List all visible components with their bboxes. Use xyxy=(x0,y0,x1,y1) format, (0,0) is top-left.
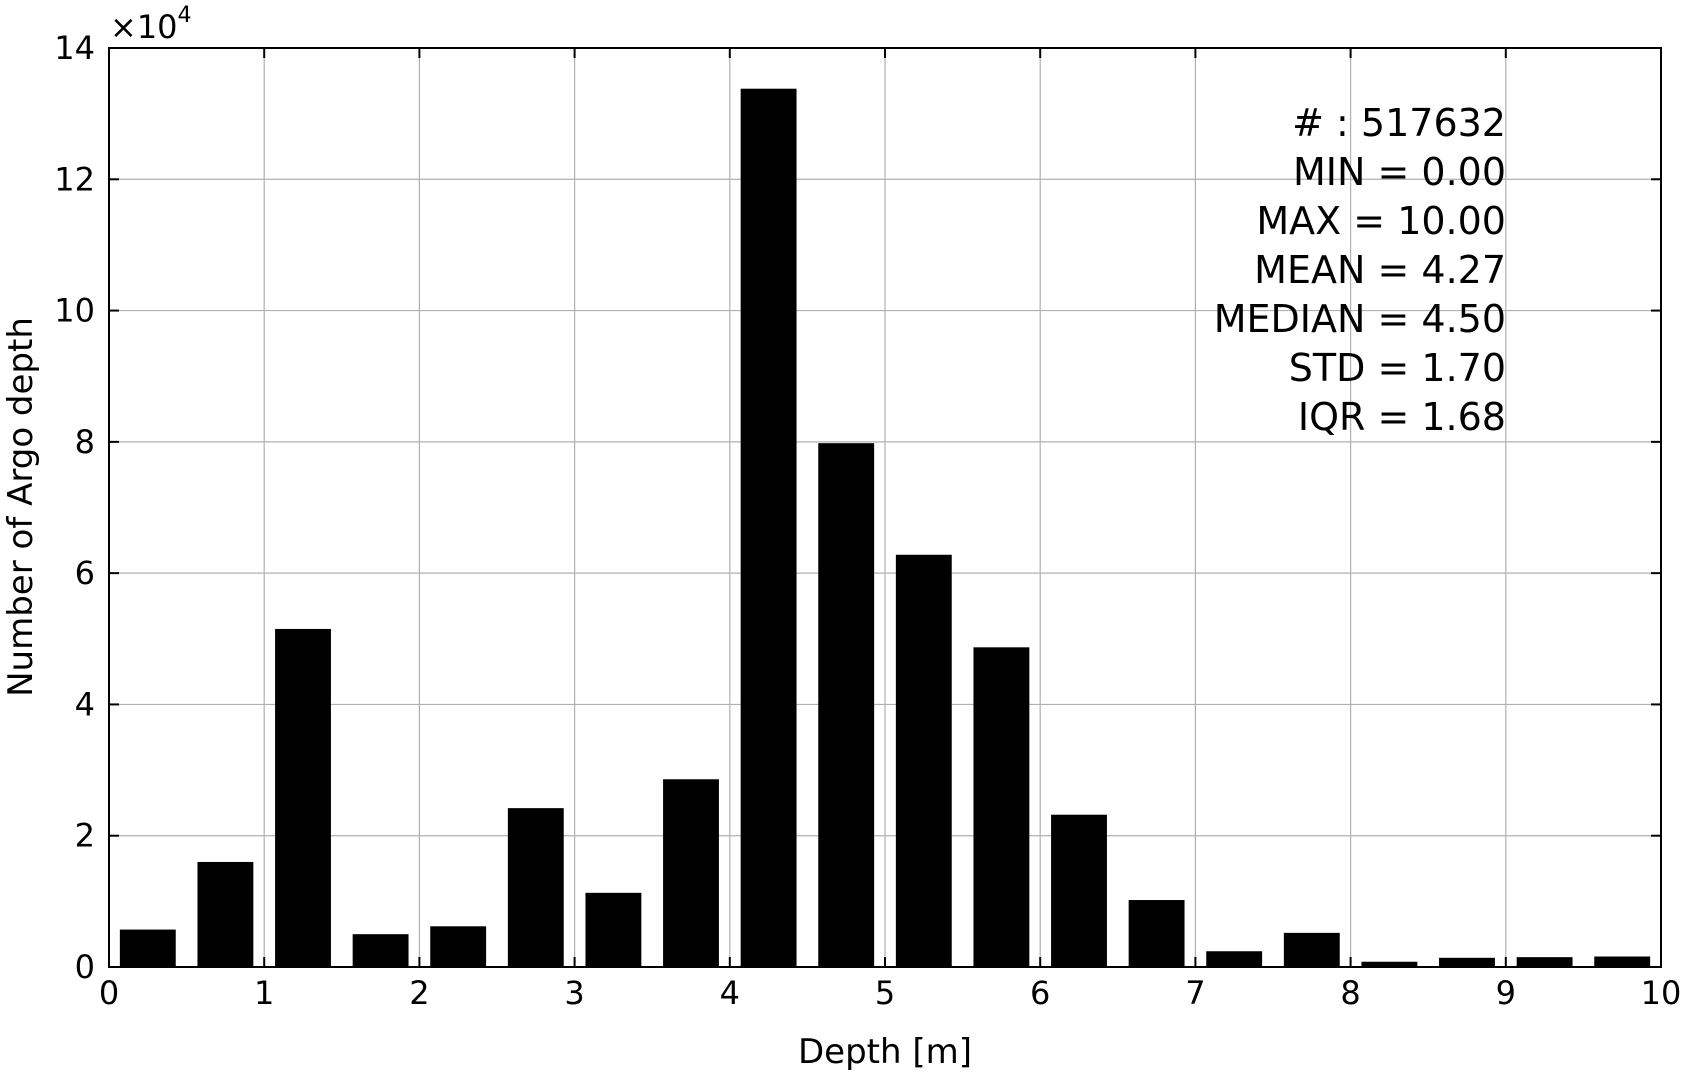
x-tick-label: 9 xyxy=(1496,974,1516,1012)
stats-line: MEAN = 4.27 xyxy=(1254,248,1506,292)
histogram-bar xyxy=(275,628,331,967)
histogram-bar xyxy=(1594,956,1651,967)
x-tick-label: 6 xyxy=(1030,974,1050,1012)
stats-line: IQR = 1.68 xyxy=(1298,395,1506,439)
histogram-bar xyxy=(197,861,254,967)
y-multiplier-exponent: 4 xyxy=(178,3,192,28)
x-axis-label: Depth [m] xyxy=(798,1032,972,1072)
histogram-bar xyxy=(507,808,564,967)
y-tick-label: 10 xyxy=(54,292,95,330)
bars xyxy=(119,88,1651,968)
stats-line: MAX = 10.00 xyxy=(1256,199,1506,243)
histogram-bar xyxy=(430,926,487,967)
stats-line: STD = 1.70 xyxy=(1289,346,1506,390)
y-multiplier-label: ×104 xyxy=(110,3,192,46)
histogram-bar xyxy=(119,929,176,967)
histogram-bar xyxy=(973,647,1030,967)
grid xyxy=(109,48,1661,967)
histogram-bar xyxy=(1051,814,1107,967)
histogram-bar xyxy=(818,443,875,967)
stats-line: # : 517632 xyxy=(1292,101,1506,145)
stats-line: MEDIAN = 4.50 xyxy=(1214,297,1506,341)
x-tick-label: 3 xyxy=(564,974,584,1012)
histogram-bar xyxy=(585,892,642,967)
histogram-bar xyxy=(1439,957,1495,967)
y-tick-label: 2 xyxy=(75,817,95,855)
histogram-bar xyxy=(1128,900,1185,967)
y-tick-label: 4 xyxy=(75,685,95,723)
histogram-bar xyxy=(1361,961,1418,967)
x-tick-label: 7 xyxy=(1185,974,1205,1012)
y-tick-label: 6 xyxy=(75,554,95,592)
histogram-bar xyxy=(740,88,797,968)
stats-box: # : 517632 MIN = 0.00 MAX = 10.00 MEAN = 4.… xyxy=(1214,101,1506,439)
histogram-bar xyxy=(1206,951,1263,967)
histogram-bar xyxy=(1283,932,1340,967)
stats-line: MIN = 0.00 xyxy=(1293,150,1506,194)
y-tick-label: 12 xyxy=(54,160,95,198)
ticks xyxy=(108,47,1662,968)
histogram-bar xyxy=(663,779,719,967)
x-tick-label: 0 xyxy=(99,974,119,1012)
y-tick-label: 14 xyxy=(54,29,95,67)
y-axis-label: Number of Argo depth xyxy=(1,317,41,697)
histogram-bar xyxy=(352,934,409,967)
x-tick-label: 1 xyxy=(254,974,274,1012)
histogram-bar xyxy=(895,554,952,967)
x-tick-label: 10 xyxy=(1641,974,1681,1012)
y-tick-label: 8 xyxy=(75,423,95,461)
x-tick-label: 2 xyxy=(409,974,429,1012)
x-tick-label: 4 xyxy=(720,974,740,1012)
x-tick-label: 8 xyxy=(1340,974,1360,1012)
x-tick-label: 5 xyxy=(875,974,895,1012)
histogram-bar xyxy=(1516,957,1573,967)
y-tick-label: 0 xyxy=(75,948,95,986)
